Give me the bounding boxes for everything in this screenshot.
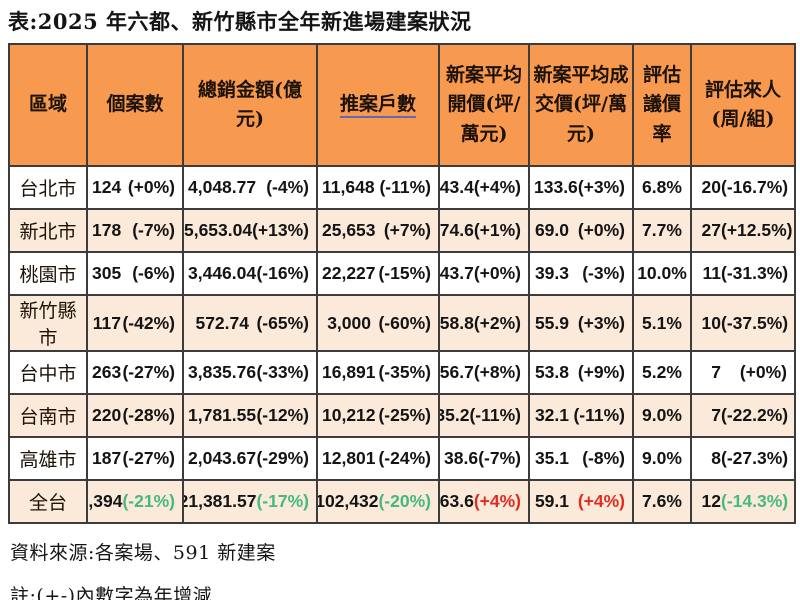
table-row-newtaipei: 新北市 178 (-7%) 5,653.04 (+13%) 25,653 (+7%) … (8, 208, 796, 253)
units-cell: 3,000 (-60%) (316, 294, 440, 352)
ask-price-cell: 35.2(-11%) (438, 393, 530, 438)
footnote: 註:(+-)內數字為年增減 (10, 581, 800, 600)
ask-price-cell: 56.7 (+8%) (438, 350, 530, 395)
rate-cell: 7.6% (632, 479, 692, 524)
table-body: 台北市 124 (+0%) 4,048.77 (-4%) 11,648 (-11%) … (8, 165, 796, 524)
region-cell: 台南市 (8, 393, 88, 438)
col-header-region: 區域 (8, 43, 88, 167)
table-row-taipei: 台北市 124 (+0%) 4,048.77 (-4%) 11,648 (-11%) … (8, 165, 796, 210)
rate-cell: 10.0% (632, 251, 692, 296)
visitors-cell: 7 (-22.2%) (690, 393, 796, 438)
ask-price-cell: 63.6 (+4%) (438, 479, 530, 524)
visitors-cell: 20 (-16.7%) (690, 165, 796, 210)
cases-cell: 178 (-7%) (86, 208, 184, 253)
cases-cell: 220 (-28%) (86, 393, 184, 438)
cases-cell: 117 (-42%) (86, 294, 184, 352)
units-cell: 12,801 (-24%) (316, 436, 440, 481)
ask-price-cell: 143.4(+4%) (438, 165, 530, 210)
visitors-cell: 11 (-31.3%) (690, 251, 796, 296)
total-sales-cell: 3,835.76 (-33%) (182, 350, 318, 395)
rate-cell: 5.2% (632, 350, 692, 395)
ask-price-cell: 58.8 (+2%) (438, 294, 530, 352)
region-cell: 桃園市 (8, 251, 88, 296)
col-header-total-sales: 總銷金額(億元) (182, 43, 318, 167)
total-sales-cell: 21,381.57 (-17%) (182, 479, 318, 524)
deal-price-cell: 55.9 (+3%) (528, 294, 634, 352)
cases-cell: 263 (-27%) (86, 350, 184, 395)
deal-price-cell: 53.8 (+9%) (528, 350, 634, 395)
total-sales-cell: 4,048.77 (-4%) (182, 165, 318, 210)
cases-cell: 1,394(-21%) (86, 479, 184, 524)
deal-price-cell: 133.6 (+3%) (528, 165, 634, 210)
rate-cell: 6.8% (632, 165, 692, 210)
ask-price-cell: 43.7 (+0%) (438, 251, 530, 296)
rate-cell: 9.0% (632, 436, 692, 481)
col-header-visitors: 評估來人(周/組) (690, 43, 796, 167)
col-header-avg-deal-price: 新案平均成交價(坪/萬元) (528, 43, 634, 167)
visitors-cell: 7 (+0%) (690, 350, 796, 395)
units-cell: 11,648 (-11%) (316, 165, 440, 210)
cases-cell: 187 (-27%) (86, 436, 184, 481)
table-row-taoyuan: 桃園市 305 (-6%) 3,446.04 (-16%) 22,227 (-15%)… (8, 251, 796, 296)
visitors-cell: 10 (-37.5%) (690, 294, 796, 352)
total-sales-cell: 1,781.55 (-12%) (182, 393, 318, 438)
total-sales-cell: 572.74 (-65%) (182, 294, 318, 352)
page-title: 表:2025 年六都、新竹縣市全年新進場建案狀況 (8, 9, 472, 34)
cases-cell: 305 (-6%) (86, 251, 184, 296)
region-cell: 台中市 (8, 350, 88, 395)
units-cell: 25,653 (+7%) (316, 208, 440, 253)
region-cell: 新北市 (8, 208, 88, 253)
rate-cell: 5.1% (632, 294, 692, 352)
units-header-link[interactable]: 推案戶數 (339, 93, 416, 119)
visitors-cell: 27 (+12.5%) (690, 208, 796, 253)
table-header: 區域 個案數 總銷金額(億元) 推案戶數 新案平均開價(坪/萬元) 新案平均成交… (8, 43, 796, 167)
table-row-total: 全台 1,394(-21%) 21,381.57(-17%) 102,432(-… (8, 479, 796, 524)
visitors-cell: 12 (-14.3%) (690, 479, 796, 524)
table-row-kaohsiung: 高雄市 187 (-27%) 2,043.67 (-29%) 12,801 (-24%… (8, 436, 796, 481)
deal-price-cell: 69.0 (+0%) (528, 208, 634, 253)
ask-price-cell: 74.6 (+1%) (438, 208, 530, 253)
units-cell: 16,891 (-35%) (316, 350, 440, 395)
units-cell: 22,227 (-15%) (316, 251, 440, 296)
total-sales-cell: 2,043.67 (-29%) (182, 436, 318, 481)
total-sales-cell: 3,446.04 (-16%) (182, 251, 318, 296)
total-sales-cell: 5,653.04 (+13%) (182, 208, 318, 253)
deal-price-cell: 59.1 (+4%) (528, 479, 634, 524)
table-row-tainan: 台南市 220 (-28%) 1,781.55 (-12%) 10,212 (-25%… (8, 393, 796, 438)
footnote-text: :(+-)內數字為年增減 (29, 585, 213, 600)
data-table: 區域 個案數 總銷金額(億元) 推案戶數 新案平均開價(坪/萬元) 新案平均成交… (8, 43, 796, 524)
region-cell: 全台 (8, 479, 88, 524)
visitors-cell: 8 (-27.3%) (690, 436, 796, 481)
footnote-prefix: 註 (10, 585, 30, 600)
header-row: 區域 個案數 總銷金額(億元) 推案戶數 新案平均開價(坪/萬元) 新案平均成交… (8, 43, 796, 167)
deal-price-cell: 35.1 (-8%) (528, 436, 634, 481)
table-row-hsinchu: 新竹縣市 117 (-42%) 572.74 (-65%) 3,000 (-60%) … (8, 294, 796, 352)
deal-price-cell: 32.1 (-11%) (528, 393, 634, 438)
region-cell: 台北市 (8, 165, 88, 210)
ask-price-cell: 38.6 (-7%) (438, 436, 530, 481)
units-cell: 10,212 (-25%) (316, 393, 440, 438)
table-row-taichung: 台中市 263 (-27%) 3,835.76 (-33%) 16,891 (-35%… (8, 350, 796, 395)
deal-price-cell: 39.3 (-3%) (528, 251, 634, 296)
region-cell: 高雄市 (8, 436, 88, 481)
col-header-negotiation-rate: 評估議價率 (632, 43, 692, 167)
col-header-cases: 個案數 (86, 43, 184, 167)
data-source-note: 資料來源:各案場、591 新建案 (10, 542, 276, 564)
rate-cell: 9.0% (632, 393, 692, 438)
col-header-avg-ask-price: 新案平均開價(坪/萬元) (438, 43, 530, 167)
cases-cell: 124 (+0%) (86, 165, 184, 210)
region-cell: 新竹縣市 (8, 294, 88, 352)
units-cell: 102,432 (-20%) (316, 479, 440, 524)
col-header-units: 推案戶數 (316, 43, 440, 167)
rate-cell: 7.7% (632, 208, 692, 253)
